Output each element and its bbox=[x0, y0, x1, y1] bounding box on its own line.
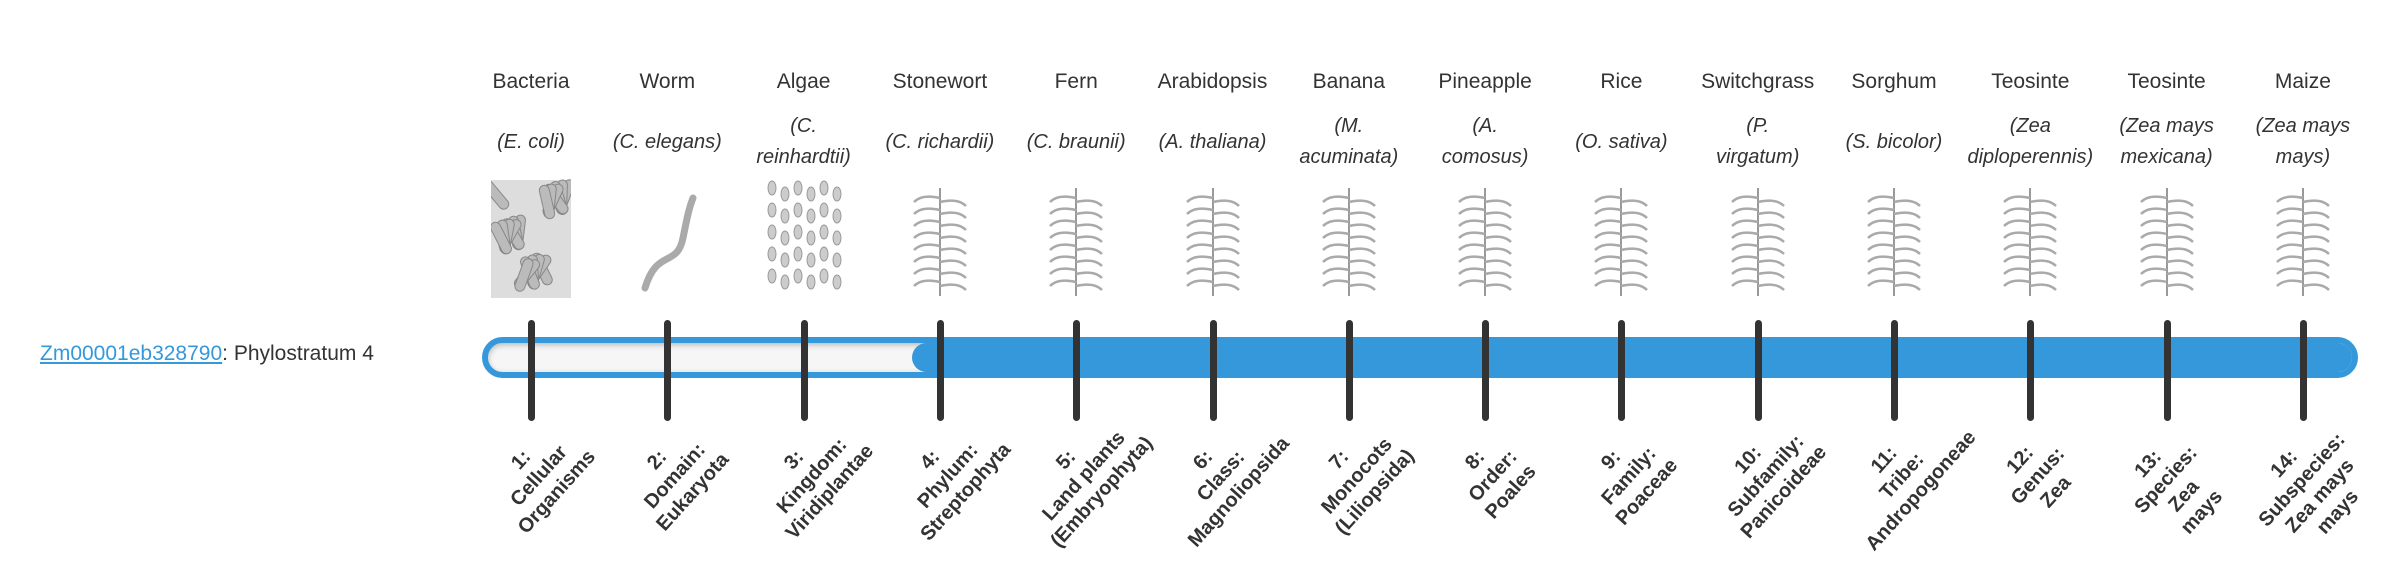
common-name: Teosinte bbox=[2127, 70, 2206, 93]
stratum-tick bbox=[1618, 320, 1626, 421]
common-name: Banana bbox=[1312, 70, 1385, 93]
scientific-name-line: (A. thaliana) bbox=[1158, 131, 1267, 153]
maize-icon bbox=[2276, 188, 2330, 296]
stratum-label: 2: Domain: Eukaryota bbox=[598, 396, 752, 556]
scientific-name: (A. thaliana) bbox=[1141, 127, 1285, 158]
stratum-tick bbox=[800, 320, 808, 421]
scientific-name: (Zea mays mays) bbox=[2231, 111, 2375, 173]
algae-icon bbox=[767, 180, 842, 290]
pineapple-icon bbox=[1458, 188, 1512, 296]
phylostratum-bar bbox=[482, 337, 2358, 378]
common-name: Switchgrass bbox=[1701, 70, 1815, 93]
teosinte-icon bbox=[2139, 188, 2194, 296]
scientific-name: (Zea diploperennis) bbox=[1958, 111, 2102, 173]
stratum-label: 6: Class: Magnoliopsida bbox=[1144, 396, 1298, 556]
common-name: Arabidopsis bbox=[1157, 70, 1268, 93]
scientific-name: (C. braunii) bbox=[1004, 127, 1148, 158]
scientific-name-line: (P. bbox=[1746, 115, 1770, 137]
stratum-label: 11: Tribe: Andropogoneae bbox=[1825, 396, 1980, 556]
stratum-label: 10: Subfamily: Panicoideae bbox=[1689, 396, 1843, 556]
phylostratum-fill bbox=[911, 343, 2352, 372]
bacteria-icon bbox=[491, 179, 571, 298]
scientific-name-line: (C. richardii) bbox=[885, 131, 995, 153]
scientific-name: (O. sativa) bbox=[1549, 127, 1693, 158]
stratum-tick bbox=[936, 320, 944, 421]
stratum-label: 4: Phylum: Streptophyta bbox=[871, 396, 1025, 556]
scientific-name: (P. virgatum) bbox=[1686, 111, 1830, 173]
stratum-label: 5: Land plants (Embryophyta) bbox=[1007, 396, 1161, 556]
fern-icon bbox=[1049, 188, 1104, 296]
sorghum-icon bbox=[1867, 188, 1921, 296]
stratum-tick bbox=[664, 320, 672, 421]
common-name: Stonewort bbox=[892, 70, 988, 93]
common-name: Maize bbox=[2274, 70, 2331, 93]
scientific-name-line: mexicana) bbox=[2120, 146, 2213, 168]
scientific-name: (A. comosus) bbox=[1413, 111, 1557, 173]
common-name: Worm bbox=[639, 70, 696, 93]
worm-icon bbox=[641, 194, 697, 292]
common-name: Sorghum bbox=[1851, 70, 1937, 93]
rice-icon bbox=[1594, 188, 1649, 296]
scientific-name: (S. bicolor) bbox=[1822, 127, 1966, 158]
phylostratum-text: : Phylostratum 4 bbox=[222, 342, 374, 365]
scientific-name: (E. coli) bbox=[459, 127, 603, 158]
stratum-label: 14: Subspecies: Zea mays mays bbox=[2225, 400, 2397, 576]
scientific-name: (C. elegans) bbox=[595, 127, 739, 158]
scientific-name-line: mays) bbox=[2275, 146, 2331, 168]
stratum-tick bbox=[1482, 320, 1490, 421]
scientific-name-line: acuminata) bbox=[1299, 146, 1399, 168]
scientific-name-line: virgatum) bbox=[1716, 146, 1800, 168]
scientific-name-line: reinhardtii) bbox=[756, 146, 851, 168]
stratum-label: 7: Monocots (Liliopsida) bbox=[1280, 396, 1434, 556]
scientific-name-line: (C. elegans) bbox=[612, 131, 722, 153]
common-name: Bacteria bbox=[492, 70, 570, 93]
stratum-tick bbox=[1209, 320, 1217, 421]
scientific-name: (C. richardii) bbox=[868, 127, 1012, 158]
scientific-name-line: (O. sativa) bbox=[1575, 131, 1668, 153]
scientific-name-line: (C. braunii) bbox=[1026, 131, 1126, 153]
stratum-tick bbox=[1345, 320, 1353, 421]
stratum-tick bbox=[1891, 320, 1898, 421]
scientific-name-line: diploperennis) bbox=[1967, 146, 2094, 168]
stratum-label: 13: Species: Zea mays bbox=[2089, 400, 2261, 576]
stratum-tick bbox=[1073, 320, 1081, 421]
stratum-tick bbox=[2027, 320, 2035, 421]
stratum-label: 3: Kingdom: Viridiplantae bbox=[735, 396, 889, 556]
arabidopsis-icon bbox=[1185, 188, 1240, 296]
stratum-label: 9: Family: Poaceae bbox=[1552, 396, 1706, 556]
teosinte-icon bbox=[2003, 188, 2058, 296]
scientific-name-line: (C. bbox=[790, 115, 817, 137]
scientific-name-line: (E. coli) bbox=[497, 131, 565, 153]
scientific-name-line: (M. bbox=[1334, 115, 1364, 137]
gene-label: Zm00001eb328790: Phylostratum 4 bbox=[40, 342, 374, 366]
stratum-tick bbox=[1754, 320, 1762, 421]
stratum-tick bbox=[2299, 320, 2307, 421]
stratum-label: 8: Order: Poales bbox=[1416, 396, 1570, 556]
scientific-name-line: comosus) bbox=[1441, 146, 1529, 168]
scientific-name-line: (S. bicolor) bbox=[1845, 131, 1943, 153]
common-name: Rice bbox=[1600, 70, 1643, 93]
common-name: Pineapple bbox=[1438, 70, 1532, 93]
common-name: Fern bbox=[1054, 70, 1098, 93]
scientific-name: (C. reinhardtii) bbox=[732, 111, 876, 173]
scientific-name: (Zea mays mexicana) bbox=[2095, 111, 2239, 173]
scientific-name-line: (A. bbox=[1472, 115, 1498, 137]
scientific-name-line: (Zea bbox=[2009, 115, 2051, 137]
scientific-name-line: (Zea mays bbox=[2119, 115, 2214, 137]
common-name: Teosinte bbox=[1991, 70, 2070, 93]
gene-link[interactable]: Zm00001eb328790 bbox=[40, 342, 223, 365]
banana-icon bbox=[1321, 188, 1376, 296]
stratum-label: 1: Cellular Organisms bbox=[462, 396, 616, 556]
stratum-tick bbox=[2163, 320, 2171, 421]
switchgrass-icon bbox=[1730, 188, 1785, 296]
stratum-tick bbox=[528, 320, 535, 421]
common-name: Algae bbox=[776, 70, 831, 93]
scientific-name-line: (Zea mays bbox=[2255, 115, 2351, 137]
scientific-name: (M. acuminata) bbox=[1277, 111, 1421, 173]
stratum-label: 12: Genus: Zea bbox=[1961, 396, 2115, 556]
stonewort-icon bbox=[913, 188, 967, 296]
